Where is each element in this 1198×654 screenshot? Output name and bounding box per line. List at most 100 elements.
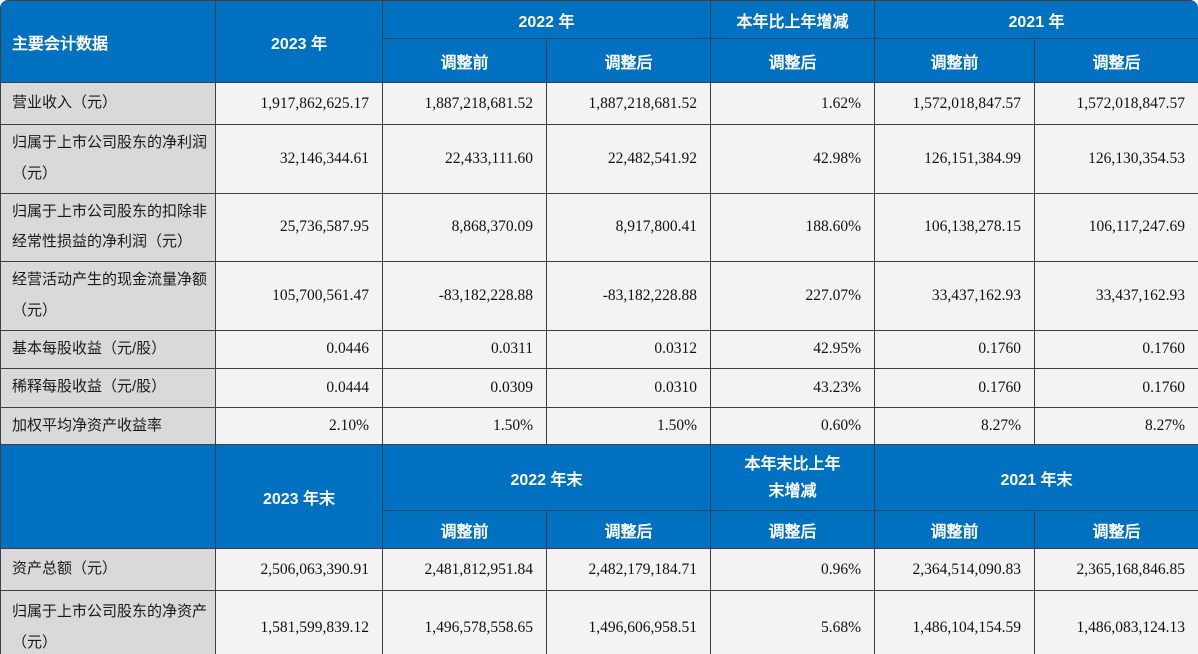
header-main-title: 主要会计数据: [0, 0, 216, 83]
section1-header-row-adjust: 调整前 调整后 调整后 调整前 调整后: [1, 38, 1198, 83]
value-cell: 0.60%: [710, 406, 876, 446]
header-2021: 2021 年: [874, 0, 1198, 39]
value-cell: -83,182,228.88: [382, 261, 547, 331]
value-cell: 0.0309: [382, 367, 547, 408]
value-cell: 1,581,599,839.12: [215, 590, 383, 654]
value-cell: 1,486,104,154.59: [874, 590, 1036, 654]
row-label: 归属于上市公司股东的扣除非经常性损益的净利润（元）: [0, 192, 216, 262]
header-2023: 2023 年: [215, 0, 383, 83]
value-cell: 22,433,111.60: [382, 124, 547, 194]
value-cell: 0.0311: [382, 329, 547, 369]
header-end-change-adj-after: 调整后: [710, 510, 876, 550]
table-row: 归属于上市公司股东的净资产（元） 1,581,599,839.12 1,496,57…: [0, 590, 1198, 654]
row-label: 归属于上市公司股东的净利润（元）: [0, 124, 216, 194]
table-row: 营业收入（元） 1,917,862,625.17 1,887,218,681.52 1…: [0, 82, 1198, 125]
value-cell: 1,572,018,847.57: [874, 82, 1036, 125]
value-cell: 1,496,578,558.65: [382, 590, 547, 654]
section2-body: 资产总额（元） 2,506,063,390.91 2,481,812,951.84 2…: [0, 548, 1198, 654]
table-row: 归属于上市公司股东的净利润（元） 32,146,344.61 22,433,111.…: [0, 124, 1198, 194]
row-label: 稀释每股收益（元/股）: [0, 367, 216, 408]
header-change: 本年比上年增减: [710, 0, 876, 39]
value-cell: 0.0310: [545, 367, 712, 408]
value-cell: 1,572,018,847.57: [1034, 82, 1198, 125]
value-cell: 33,437,162.93: [874, 261, 1036, 331]
value-cell: 1,486,083,124.13: [1034, 590, 1198, 654]
value-cell: 105,700,561.47: [215, 261, 383, 331]
section1-body: 营业收入（元） 1,917,862,625.17 1,887,218,681.52 1…: [0, 82, 1198, 446]
header-2021-end: 2021 年末: [874, 444, 1198, 512]
header-2022-end-adj-before: 调整前: [382, 510, 547, 550]
value-cell: 0.1760: [874, 329, 1036, 369]
row-label: 加权平均净资产收益率: [0, 406, 216, 446]
value-cell: 0.0444: [215, 367, 383, 408]
table-row: 经营活动产生的现金流量净额（元） 105,700,561.47 -83,182,22…: [0, 261, 1198, 331]
value-cell: 188.60%: [710, 192, 876, 262]
header-2022-end: 2022 年末: [381, 444, 712, 512]
table-row: 归属于上市公司股东的扣除非经常性损益的净利润（元） 25,736,587.95 8,…: [0, 192, 1198, 262]
table-row: 稀释每股收益（元/股） 0.0444 0.0309 0.0310 43.23% 0.176…: [0, 367, 1198, 408]
section2-header-row-years: 2023 年末 2022 年末 本年末比上年末增减 2021 年末: [0, 444, 1198, 550]
value-cell: 2.10%: [215, 406, 383, 446]
value-cell: 2,482,179,184.71: [545, 548, 712, 592]
value-cell: 2,506,063,390.91: [215, 548, 383, 592]
header-2021-adj-after: 调整后: [1034, 38, 1198, 83]
row-label: 营业收入（元）: [0, 82, 216, 125]
section2-empty-corner: [0, 444, 216, 550]
table-row: 资产总额（元） 2,506,063,390.91 2,481,812,951.84 2…: [0, 548, 1198, 592]
table-row: 加权平均净资产收益率 2.10% 1.50% 1.50% 0.60% 8.27% 8.27%: [0, 406, 1198, 446]
value-cell: 1,496,606,958.51: [545, 590, 712, 654]
value-cell: 2,481,812,951.84: [382, 548, 547, 592]
value-cell: 5.68%: [710, 590, 876, 654]
value-cell: 0.1760: [1034, 367, 1198, 408]
value-cell: 8.27%: [1034, 406, 1198, 446]
value-cell: 43.23%: [710, 367, 876, 408]
value-cell: 32,146,344.61: [215, 124, 383, 194]
table-row: 基本每股收益（元/股） 0.0446 0.0311 0.0312 42.95% 0.176…: [0, 329, 1198, 369]
value-cell: 42.98%: [710, 124, 876, 194]
header-2021-end-adj-before: 调整前: [874, 510, 1036, 550]
value-cell: 2,365,168,846.85: [1034, 548, 1198, 592]
header-2023-end: 2023 年末: [215, 444, 383, 550]
value-cell: 1.50%: [545, 406, 712, 446]
value-cell: 1,917,862,625.17: [215, 82, 383, 125]
value-cell: -83,182,228.88: [545, 261, 712, 331]
value-cell: 106,117,247.69: [1034, 192, 1198, 262]
value-cell: 2,364,514,090.83: [874, 548, 1036, 592]
value-cell: 1,887,218,681.52: [545, 82, 712, 125]
value-cell: 1,887,218,681.52: [382, 82, 547, 125]
row-label: 经营活动产生的现金流量净额（元）: [0, 261, 216, 331]
header-2022-end-adj-after: 调整后: [545, 510, 712, 550]
section2-header-row-adjust: 调整前 调整后 调整后 调整前 调整后: [1, 510, 1198, 550]
value-cell: 1.50%: [382, 406, 547, 446]
row-label: 归属于上市公司股东的净资产（元）: [0, 590, 216, 654]
value-cell: 8.27%: [874, 406, 1036, 446]
value-cell: 25,736,587.95: [215, 192, 383, 262]
value-cell: 22,482,541.92: [545, 124, 712, 194]
section1-header: 主要会计数据 2023 年 2022 年 本年比上年增减 2021 年 调整前 …: [0, 0, 1198, 83]
header-end-change: 本年末比上年末增减: [710, 444, 876, 512]
value-cell: 126,130,354.53: [1034, 124, 1198, 194]
header-2022: 2022 年: [381, 0, 712, 39]
value-cell: 33,437,162.93: [1034, 261, 1198, 331]
value-cell: 42.95%: [710, 329, 876, 369]
value-cell: 8,868,370.09: [382, 192, 547, 262]
value-cell: 227.07%: [710, 261, 876, 331]
value-cell: 0.0312: [545, 329, 712, 369]
value-cell: 126,151,384.99: [874, 124, 1036, 194]
value-cell: 106,138,278.15: [874, 192, 1036, 262]
header-2022-adj-before: 调整前: [382, 38, 547, 83]
header-2022-adj-after: 调整后: [545, 38, 712, 83]
value-cell: 0.1760: [1034, 329, 1198, 369]
value-cell: 1.62%: [710, 82, 876, 125]
header-2021-adj-before: 调整前: [874, 38, 1036, 83]
row-label: 资产总额（元）: [0, 548, 216, 592]
value-cell: 0.1760: [874, 367, 1036, 408]
value-cell: 0.96%: [710, 548, 876, 592]
row-label: 基本每股收益（元/股）: [0, 329, 216, 369]
header-change-adj-after: 调整后: [710, 38, 876, 83]
section1-header-row-years: 主要会计数据 2023 年 2022 年 本年比上年增减 2021 年: [0, 0, 1198, 83]
section2-header: 2023 年末 2022 年末 本年末比上年末增减 2021 年末 调整前 调整…: [0, 444, 1198, 550]
value-cell: 0.0446: [215, 329, 383, 369]
